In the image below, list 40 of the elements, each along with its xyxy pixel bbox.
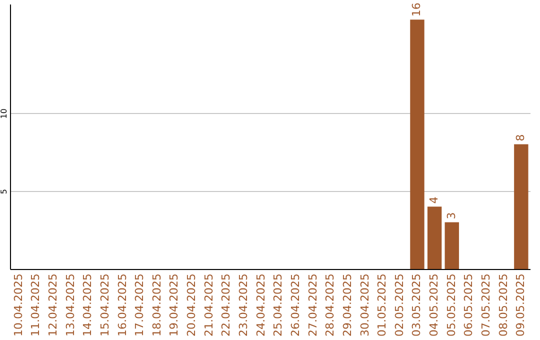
- data-label: 16: [410, 2, 424, 17]
- x-tick-label: 27.04.2025: [306, 274, 320, 336]
- x-tick-label: 12.04.2025: [46, 274, 60, 336]
- x-tick-label: 21.04.2025: [202, 274, 216, 336]
- x-tick-label: 04.05.2025: [428, 274, 441, 336]
- x-tick-label: 08.05.2025: [496, 274, 510, 336]
- x-tick-label: 26.04.2025: [288, 274, 302, 336]
- x-tick-label: 09.05.2025: [514, 274, 528, 336]
- x-tick-label: 18.04.2025: [150, 274, 164, 336]
- bar: [410, 20, 424, 269]
- x-tick-label: 05.05.2025: [444, 274, 458, 336]
- x-tick-label: 24.04.2025: [254, 274, 268, 336]
- x-tick-label: 11.04.2025: [29, 274, 42, 336]
- x-tick-label: 28.04.2025: [324, 274, 337, 336]
- x-tick-label: 30.04.2025: [358, 274, 372, 336]
- x-tick-label: 15.04.2025: [98, 274, 112, 336]
- data-label: 4: [428, 196, 441, 204]
- x-tick-label: 22.04.2025: [220, 274, 233, 336]
- x-tick-label: 14.04.2025: [81, 274, 94, 336]
- x-tick-label: 03.05.2025: [410, 274, 424, 336]
- x-tick-label: 20.04.2025: [185, 274, 198, 336]
- x-tick-label: 13.04.2025: [64, 274, 77, 336]
- x-tick-label: 02.05.2025: [392, 274, 406, 336]
- data-label: 8: [514, 134, 528, 142]
- x-tick-label: 06.05.2025: [462, 274, 476, 336]
- y-tick-label: 5: [0, 189, 8, 194]
- bar: [514, 144, 528, 269]
- bar: [427, 206, 442, 269]
- x-tick-label: 07.05.2025: [480, 274, 493, 336]
- x-tick-label: 16.04.2025: [116, 274, 129, 336]
- x-tick-label: 01.05.2025: [376, 274, 389, 336]
- x-tick-label: 17.04.2025: [133, 274, 146, 336]
- x-tick-label: 29.04.2025: [340, 274, 354, 336]
- x-tick-label: 25.04.2025: [272, 274, 285, 336]
- x-tick-label: 23.04.2025: [237, 274, 250, 336]
- x-tick-label: 10.04.2025: [12, 274, 25, 336]
- y-tick-label: 10: [0, 108, 8, 119]
- data-label: 3: [444, 212, 458, 220]
- x-tick-label: 19.04.2025: [168, 274, 181, 336]
- bar: [444, 222, 459, 269]
